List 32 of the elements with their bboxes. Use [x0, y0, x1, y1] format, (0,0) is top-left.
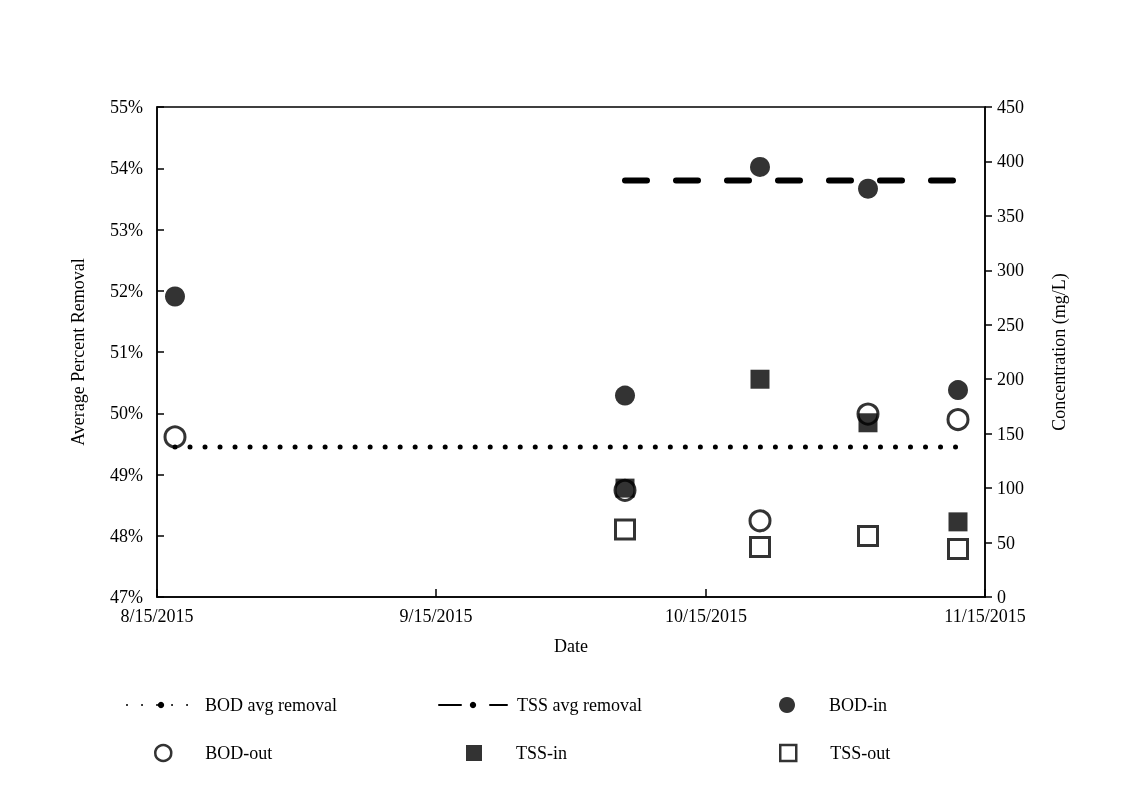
y-tick-label: 55% — [110, 97, 143, 117]
x-axis-title: Date — [554, 636, 588, 656]
y-tick-label: 50% — [110, 403, 143, 424]
y-tick-label: 49% — [110, 464, 143, 485]
y-tick-label: 51% — [110, 342, 143, 362]
legend-label: BOD avg removal — [205, 695, 337, 715]
y-tick-label: 54% — [110, 158, 143, 179]
legend-label: TSS-out — [830, 743, 891, 763]
y2-tick-label: 200 — [997, 369, 1024, 390]
legend-label: BOD-in — [829, 695, 887, 715]
x-tick-label: 8/15/2015 — [120, 606, 194, 626]
y2-tick-label: 450 — [997, 97, 1024, 117]
x-tick-label: 10/15/2015 — [664, 606, 748, 626]
y2-tick-label: 150 — [997, 423, 1024, 444]
x-tick-label: 11/15/2015 — [944, 606, 1026, 626]
legend-label: TSS avg removal — [517, 695, 642, 715]
legend-label: TSS-in — [516, 743, 568, 763]
y-tick-label: 53% — [110, 219, 143, 240]
y-axis-title: Average Percent Removal — [68, 258, 88, 446]
y2-tick-label: 50 — [997, 532, 1015, 553]
y2-tick-label: 100 — [997, 478, 1024, 499]
y2-tick-label: 350 — [997, 205, 1024, 226]
y2-tick-label: 300 — [997, 260, 1024, 281]
x-tick-label: 9/15/2015 — [399, 606, 473, 626]
y-tick-label: 52% — [110, 280, 143, 301]
y2-axis-title: Concentration (mg/L) — [1049, 273, 1070, 431]
y-tick-label: 48% — [110, 525, 143, 546]
y-tick-label: 47% — [110, 587, 143, 607]
legend-label: BOD-out — [205, 743, 273, 763]
y2-tick-label: 250 — [997, 314, 1024, 335]
y2-tick-label: 400 — [997, 151, 1024, 172]
y2-tick-label: 0 — [997, 587, 1006, 607]
